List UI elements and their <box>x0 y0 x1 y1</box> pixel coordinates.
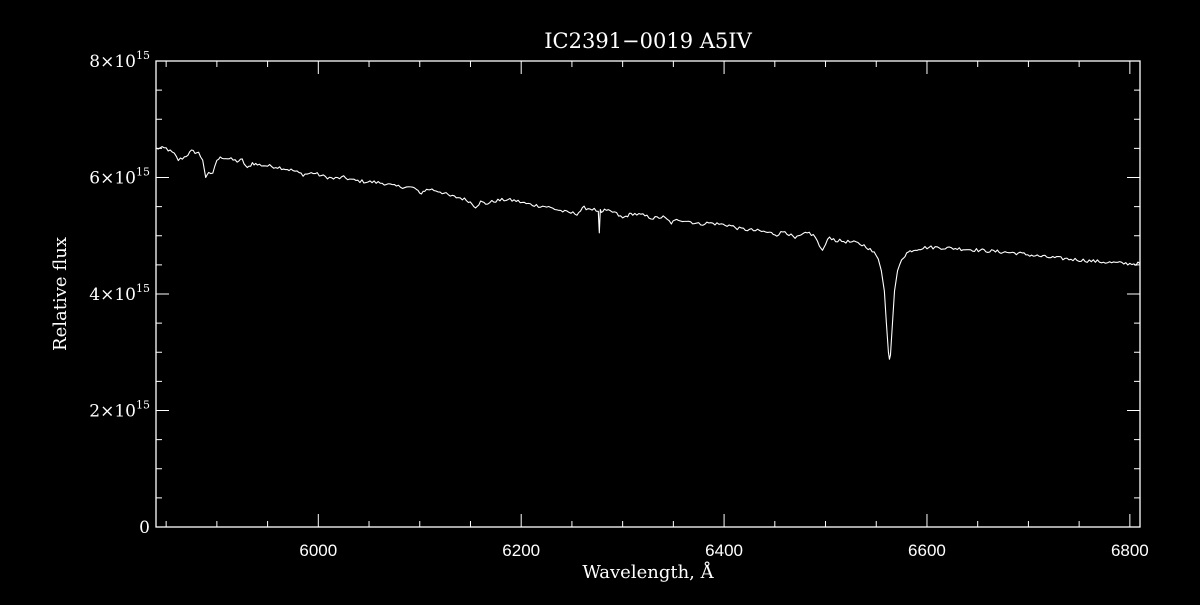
x-axis-label: Wavelength, Å <box>582 561 714 583</box>
y-tick-label: 6×1015 <box>89 166 150 189</box>
x-tick-label: 6600 <box>908 541 946 560</box>
tick-labels: 6000 6200 6400 6600 6800 0 2×1015 4×1015 6×1015 8… <box>89 49 1148 560</box>
x-tick-label: 6800 <box>1111 541 1149 560</box>
y-axis-label: Relative flux <box>50 237 71 351</box>
chart-title: IC2391−0019 A5IV <box>544 29 752 53</box>
y-tick-label: 8×1015 <box>89 49 150 72</box>
x-tick-label: 6200 <box>502 541 540 560</box>
plot-frame <box>155 60 1141 528</box>
spectrum-line <box>155 146 1141 360</box>
y-tick-label: 2×1015 <box>89 399 150 422</box>
y-tick-label: 4×1015 <box>89 282 150 305</box>
y-tick-label: 0 <box>139 518 150 538</box>
series-layer <box>155 146 1141 360</box>
axis-ticks <box>156 60 1140 528</box>
x-tick-label: 6400 <box>705 541 743 560</box>
x-tick-label: 6000 <box>299 541 337 560</box>
